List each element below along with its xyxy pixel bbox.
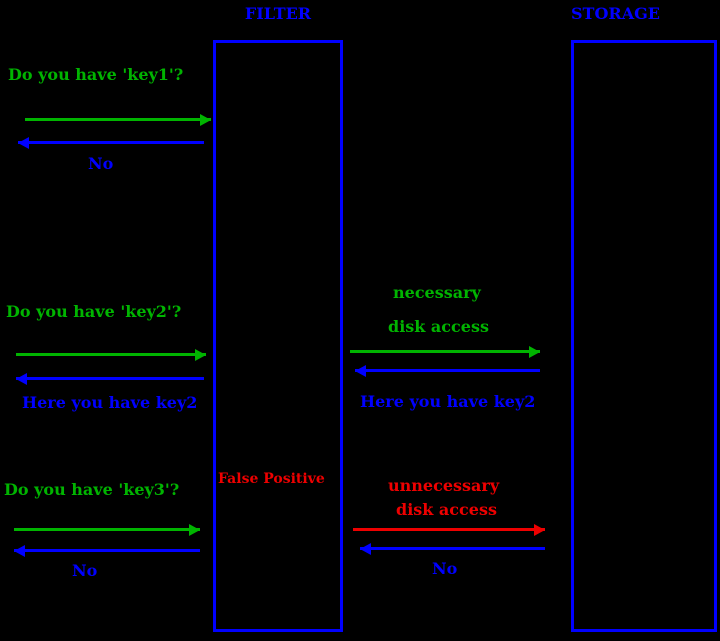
query-key2-arrow (16, 353, 206, 356)
filter-box-title: FILTER (244, 4, 312, 23)
query-key1-arrow (25, 118, 211, 121)
storage-answer-key3-label: No (432, 559, 458, 578)
answer-key1-label: No (88, 154, 114, 173)
storage-box-title: STORAGE (571, 4, 660, 23)
question-key1-label: Do you have 'key1'? (8, 65, 184, 84)
answer-key3-label: No (72, 561, 98, 580)
false-positive-label: False Positive (218, 471, 325, 487)
response-key3-arrow (14, 549, 200, 552)
answer-key2-label: Here you have key2 (22, 393, 198, 412)
question-key2-label: Do you have 'key2'? (6, 302, 182, 321)
response-key1-arrow (18, 141, 204, 144)
storage-answer-key2-label: Here you have key2 (360, 392, 536, 411)
storage-query-key3-arrow (353, 528, 545, 531)
storage-query-key2-arrow (350, 350, 540, 353)
necessary-access-label-line2: disk access (388, 317, 489, 336)
query-key3-arrow (14, 528, 200, 531)
question-key3-label: Do you have 'key3'? (4, 480, 180, 499)
unnecessary-access-label-line1: unnecessary (388, 476, 500, 495)
unnecessary-access-label-line2: disk access (396, 500, 497, 519)
storage-box (571, 40, 717, 632)
response-key2-arrow (16, 377, 204, 380)
filter-box (213, 40, 343, 632)
storage-response-key3-arrow (360, 547, 545, 550)
storage-response-key2-arrow (355, 369, 540, 372)
necessary-access-label-line1: necessary (393, 283, 481, 302)
